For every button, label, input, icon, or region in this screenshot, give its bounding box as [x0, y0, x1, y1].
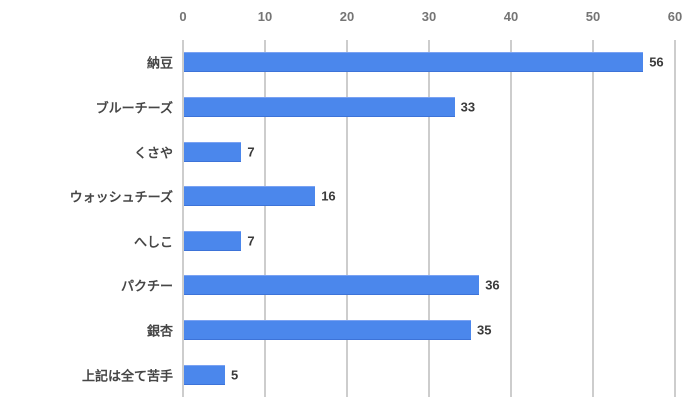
- gridline: [592, 40, 594, 397]
- gridline: [510, 40, 512, 397]
- bar[interactable]: [184, 320, 471, 341]
- category-label: ウォッシュチーズ: [69, 189, 173, 205]
- gridline: [182, 40, 184, 397]
- x-tick-label: 30: [421, 9, 437, 24]
- bar[interactable]: [184, 364, 225, 385]
- bar[interactable]: [184, 230, 242, 251]
- value-label: 7: [247, 233, 255, 249]
- category-label: 上記は全て苦手: [81, 368, 173, 384]
- category-label: パクチー: [120, 278, 173, 294]
- value-label: 56: [649, 54, 664, 70]
- gridline: [264, 40, 266, 397]
- bar[interactable]: [184, 96, 455, 117]
- gridline: [428, 40, 430, 397]
- gridline: [346, 40, 348, 397]
- bar[interactable]: [184, 275, 480, 296]
- x-tick-label: 10: [257, 9, 273, 24]
- value-label: 33: [460, 99, 476, 115]
- value-label: 5: [231, 367, 239, 383]
- category-label: 納豆: [146, 55, 173, 71]
- bar[interactable]: [184, 186, 316, 207]
- value-label: 35: [477, 322, 492, 338]
- value-label: 16: [321, 188, 336, 204]
- category-label: 銀杏: [146, 323, 173, 339]
- x-tick-label: 50: [585, 9, 601, 24]
- x-tick-label: 0: [179, 9, 187, 24]
- value-label: 7: [247, 144, 255, 160]
- bar[interactable]: [184, 52, 644, 73]
- category-label: へしこ: [133, 234, 173, 250]
- x-tick-label: 20: [339, 9, 355, 24]
- x-tick-label: 40: [503, 9, 519, 24]
- value-label: 36: [485, 277, 500, 293]
- x-tick-label: 60: [667, 9, 683, 24]
- gridline: [674, 40, 676, 397]
- category-label: くさや: [133, 145, 173, 161]
- bar[interactable]: [184, 141, 242, 162]
- category-label: ブルーチーズ: [95, 100, 173, 116]
